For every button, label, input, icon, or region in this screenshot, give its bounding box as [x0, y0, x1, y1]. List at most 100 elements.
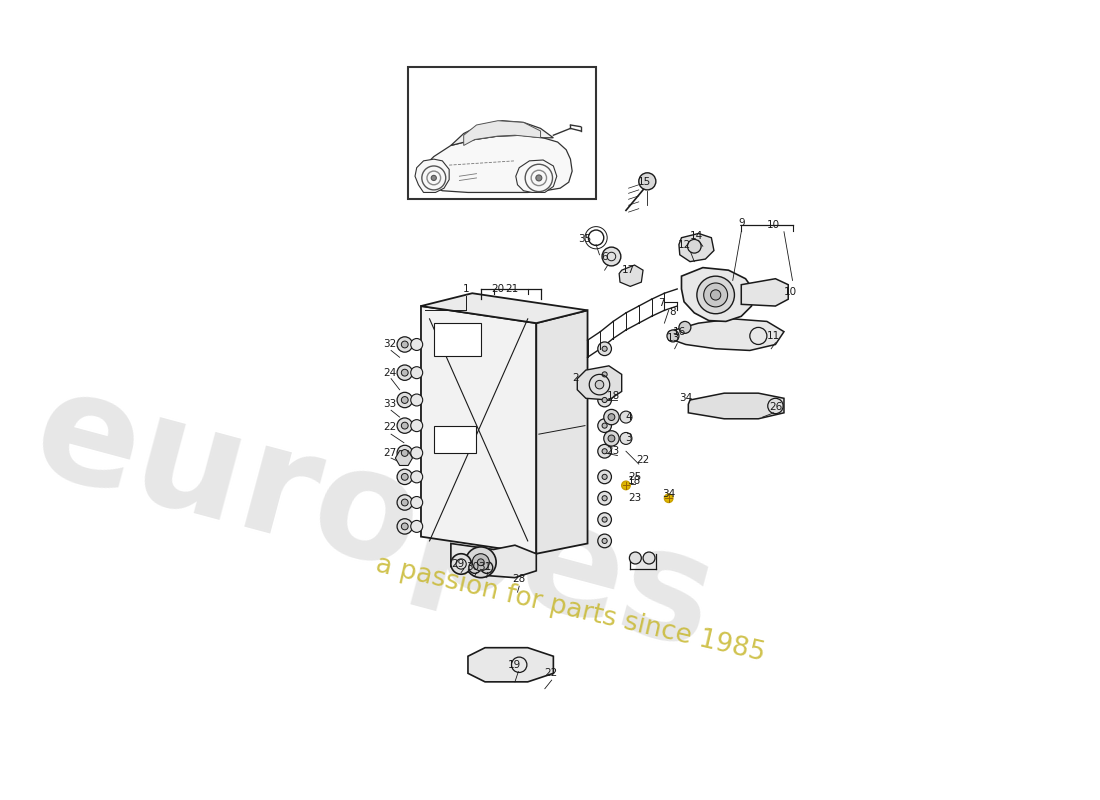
Circle shape	[602, 517, 607, 522]
Circle shape	[536, 175, 542, 181]
Text: 33: 33	[383, 399, 396, 410]
Circle shape	[629, 552, 641, 564]
Text: 15: 15	[638, 178, 651, 187]
Circle shape	[402, 450, 408, 456]
Text: 30: 30	[466, 562, 480, 573]
Circle shape	[602, 474, 607, 479]
Polygon shape	[415, 159, 449, 193]
Text: 17: 17	[621, 265, 635, 275]
Circle shape	[472, 554, 490, 571]
Polygon shape	[741, 278, 789, 306]
Text: 9: 9	[738, 218, 745, 228]
Text: 3: 3	[625, 433, 631, 442]
Circle shape	[679, 322, 691, 334]
Circle shape	[597, 470, 612, 484]
Circle shape	[602, 496, 607, 501]
Circle shape	[597, 534, 612, 548]
Circle shape	[481, 562, 493, 574]
Circle shape	[402, 523, 408, 530]
Circle shape	[667, 330, 679, 342]
Text: europes: europes	[19, 358, 729, 682]
Polygon shape	[578, 366, 621, 400]
Circle shape	[410, 394, 422, 406]
Circle shape	[402, 370, 408, 376]
Polygon shape	[420, 135, 572, 193]
Circle shape	[602, 538, 607, 543]
Circle shape	[620, 411, 631, 423]
Text: 10: 10	[784, 286, 798, 297]
Text: 20: 20	[492, 284, 505, 294]
Circle shape	[477, 559, 484, 566]
Circle shape	[410, 447, 422, 459]
Text: 1: 1	[463, 284, 470, 294]
Circle shape	[402, 474, 408, 480]
Circle shape	[597, 418, 612, 433]
Text: 12: 12	[678, 239, 691, 250]
Circle shape	[402, 499, 408, 506]
Circle shape	[697, 276, 735, 314]
Text: 8: 8	[670, 307, 676, 317]
Polygon shape	[689, 393, 784, 418]
Polygon shape	[516, 160, 557, 193]
Polygon shape	[395, 450, 412, 466]
Circle shape	[469, 562, 481, 574]
Text: 22: 22	[637, 454, 650, 465]
Polygon shape	[679, 234, 714, 262]
Polygon shape	[682, 268, 755, 322]
Text: 13: 13	[667, 333, 680, 342]
Circle shape	[397, 392, 412, 408]
Circle shape	[410, 521, 422, 532]
Circle shape	[604, 430, 619, 446]
Circle shape	[397, 365, 412, 380]
Circle shape	[402, 341, 408, 348]
Text: 7: 7	[659, 298, 666, 309]
Circle shape	[608, 414, 615, 421]
Text: 32: 32	[383, 339, 396, 350]
Text: 16: 16	[673, 326, 686, 337]
Circle shape	[597, 445, 612, 458]
Polygon shape	[421, 306, 537, 554]
Polygon shape	[451, 543, 537, 578]
Text: 23: 23	[628, 494, 641, 503]
Circle shape	[688, 239, 701, 253]
Text: 25: 25	[628, 472, 641, 482]
Circle shape	[410, 420, 422, 432]
Circle shape	[595, 380, 604, 389]
Polygon shape	[537, 310, 587, 554]
Circle shape	[602, 346, 607, 351]
Circle shape	[602, 449, 607, 454]
Text: 35: 35	[579, 234, 592, 245]
Text: 11: 11	[767, 331, 780, 341]
Bar	[408, 67, 596, 199]
Circle shape	[602, 247, 620, 266]
Circle shape	[410, 338, 422, 350]
Circle shape	[704, 283, 727, 307]
Bar	[433, 426, 476, 453]
Circle shape	[602, 372, 607, 377]
Text: 26: 26	[769, 402, 782, 412]
Text: 29: 29	[451, 559, 464, 569]
Polygon shape	[468, 648, 553, 682]
Circle shape	[664, 494, 673, 502]
Circle shape	[397, 446, 412, 461]
Text: 6: 6	[602, 252, 608, 262]
Circle shape	[602, 423, 607, 428]
Circle shape	[397, 518, 412, 534]
Circle shape	[597, 393, 612, 407]
Polygon shape	[669, 319, 784, 350]
Text: 21: 21	[506, 284, 519, 294]
Circle shape	[451, 554, 472, 574]
Text: 14: 14	[690, 231, 704, 241]
Polygon shape	[464, 121, 540, 146]
Circle shape	[410, 471, 422, 483]
Text: 23: 23	[606, 446, 619, 456]
Circle shape	[639, 173, 656, 190]
Circle shape	[465, 547, 496, 578]
Text: 19: 19	[508, 660, 521, 670]
Circle shape	[608, 435, 615, 442]
Circle shape	[402, 397, 408, 403]
Text: 18: 18	[606, 390, 619, 401]
Circle shape	[604, 410, 619, 425]
Text: 34: 34	[679, 394, 692, 403]
Circle shape	[597, 342, 612, 355]
